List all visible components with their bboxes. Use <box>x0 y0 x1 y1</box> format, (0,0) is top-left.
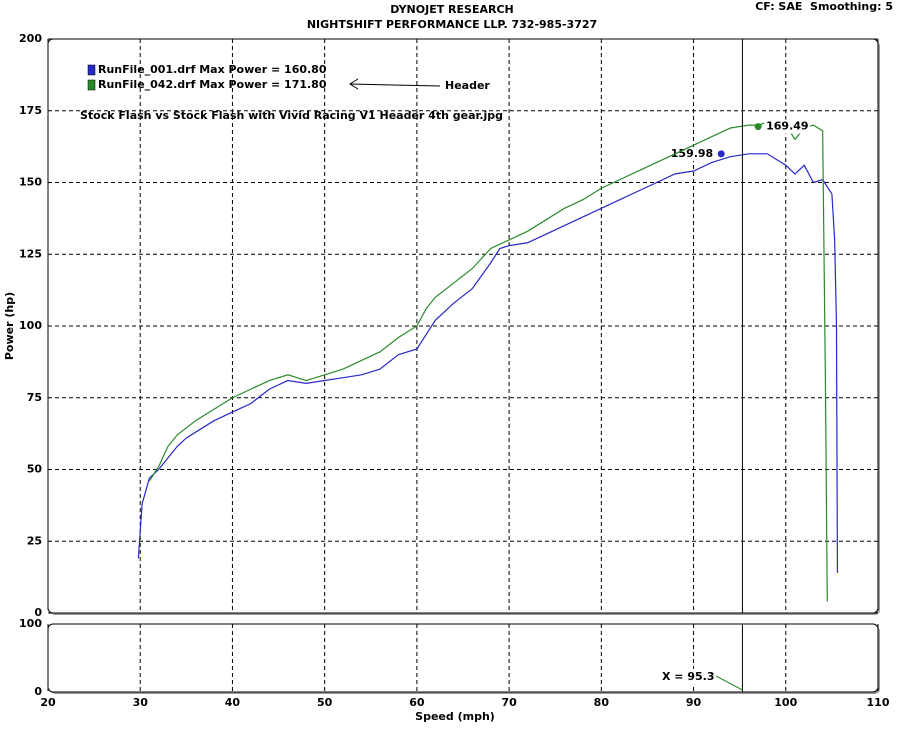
x-tick-label: 40 <box>225 696 241 709</box>
panel-frame <box>47 623 879 693</box>
legend-label: RunFile_042.drf Max Power = 171.80 <box>98 78 327 91</box>
x-axis-label: Speed (mph) <box>415 710 495 723</box>
marker-label: 169.49 <box>766 120 808 133</box>
x-tick-label: 90 <box>686 696 702 709</box>
legend-swatch <box>87 79 96 91</box>
arrow <box>349 78 441 90</box>
settings-text: CF: SAE Smoothing: 5 <box>755 0 893 13</box>
cursor-label-box <box>658 669 716 684</box>
x-tick-label: 110 <box>867 696 890 709</box>
x-tick-label: 20 <box>40 696 56 709</box>
y-tick-label: 100 <box>19 319 42 332</box>
x-tick-label: 70 <box>501 696 517 709</box>
max-marker <box>754 123 762 131</box>
y-tick-label: 100 <box>19 617 42 630</box>
y-tick-label: 0 <box>34 606 42 619</box>
y-tick-label: 75 <box>27 391 42 404</box>
y-tick-label: 200 <box>19 32 42 45</box>
x-tick-label: 100 <box>774 696 797 709</box>
annotation-box <box>72 104 628 128</box>
series-line <box>137 153 839 573</box>
legend-swatch <box>87 64 96 76</box>
y-tick-label: 175 <box>19 104 42 117</box>
chart-subtitle: NIGHTSHIFT PERFORMANCE LLP. 732-985-3727 <box>307 18 597 31</box>
y-tick-label: 50 <box>27 463 43 476</box>
x-tick-label: 50 <box>317 696 333 709</box>
y-tick-label: 125 <box>19 247 42 260</box>
y-axis-label: Power (hp) <box>3 292 16 360</box>
arrow-label: Header <box>445 79 490 92</box>
marker-label-box <box>764 119 811 134</box>
marker-label: 159.98 <box>671 147 713 160</box>
annotation: Stock Flash vs Stock Flash with Vivid Ra… <box>80 109 503 122</box>
max-marker <box>717 150 725 158</box>
arrow-label-box <box>440 76 608 98</box>
x-tick-label: 80 <box>594 696 610 709</box>
legend-label: RunFile_001.drf Max Power = 160.80 <box>98 63 327 76</box>
marker-label-box <box>667 146 714 161</box>
x-tick-label: 60 <box>409 696 425 709</box>
cursor-leader <box>715 675 743 691</box>
cursor-label: X = 95.3 <box>662 670 715 683</box>
chart-title: DYNOJET RESEARCH <box>390 3 513 16</box>
y-tick-label: 25 <box>27 534 42 547</box>
y-tick-label: 0 <box>34 685 42 698</box>
y-tick-label: 150 <box>19 176 42 189</box>
x-tick-label: 30 <box>133 696 149 709</box>
